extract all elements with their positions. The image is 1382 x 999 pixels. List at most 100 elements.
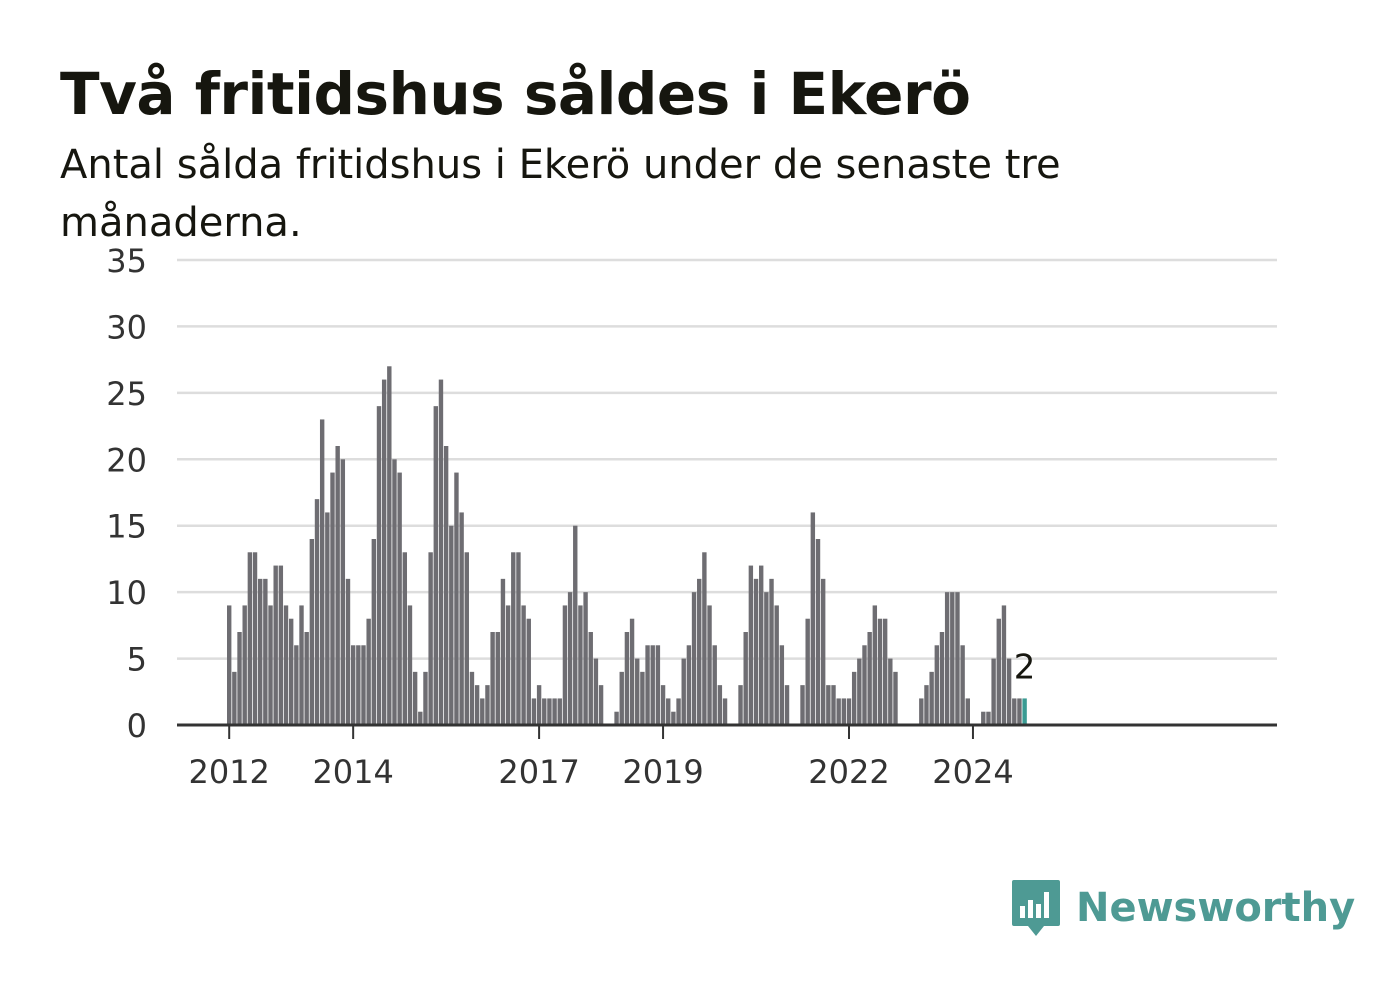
- bar: [459, 512, 464, 725]
- bar: [521, 605, 526, 725]
- bar: [862, 645, 867, 725]
- bar: [588, 632, 593, 725]
- bar: [490, 632, 495, 725]
- bar: [857, 658, 862, 725]
- bar: [645, 645, 650, 725]
- x-tick-label: 2022: [808, 753, 889, 791]
- y-tick-label: 25: [106, 375, 147, 413]
- bar: [578, 605, 583, 725]
- bar: [402, 552, 408, 725]
- bar: [278, 565, 284, 725]
- bar: [738, 685, 743, 725]
- bar: [851, 671, 857, 725]
- bar: [449, 525, 454, 725]
- bar: [774, 605, 779, 725]
- bar: [635, 658, 640, 725]
- bar: [758, 565, 764, 725]
- bar: [872, 605, 878, 725]
- bar: [283, 605, 289, 725]
- bar: [846, 698, 852, 725]
- bar: [371, 539, 377, 725]
- bar: [955, 592, 960, 725]
- bar: [800, 685, 805, 725]
- y-tick-label: 5: [127, 641, 147, 679]
- bar: [314, 499, 320, 725]
- bar: [867, 632, 872, 725]
- bar: [1001, 605, 1007, 725]
- bar: [836, 698, 841, 725]
- bar: [598, 685, 604, 725]
- bar: [671, 711, 676, 725]
- bar: [288, 618, 294, 725]
- bar: [443, 446, 449, 725]
- bar: [666, 698, 671, 725]
- bar: [991, 658, 996, 725]
- y-tick-label: 15: [106, 508, 147, 546]
- bar: [629, 618, 635, 725]
- bar: [237, 632, 242, 725]
- bar: [1006, 658, 1012, 725]
- bar: [438, 379, 444, 725]
- bar: [562, 605, 568, 725]
- bar: [722, 698, 728, 725]
- bar: [526, 618, 531, 725]
- x-tick-label: 2019: [622, 753, 703, 791]
- bar: [960, 645, 965, 725]
- bar: [547, 698, 552, 725]
- bar: [516, 552, 521, 725]
- bar: [893, 671, 898, 725]
- bar: [944, 592, 950, 725]
- bar: [660, 685, 666, 725]
- bar: [614, 711, 619, 725]
- bar: [764, 592, 769, 725]
- brand-name: Newsworthy: [1076, 885, 1356, 931]
- bar: [934, 645, 940, 725]
- bar: [304, 632, 309, 725]
- bar: [769, 578, 774, 725]
- bar: [433, 406, 438, 725]
- y-tick-label: 20: [106, 441, 147, 479]
- bar: [257, 578, 263, 725]
- bar: [748, 565, 754, 725]
- bar: [877, 618, 883, 725]
- bar: [268, 605, 273, 725]
- bar: [412, 671, 418, 725]
- chart-subtitle: Antal sålda fritidshus i Ekerö under de …: [60, 142, 1061, 246]
- bar: [381, 379, 387, 725]
- bar: [567, 592, 573, 725]
- bar: [717, 685, 723, 725]
- brand-logo: Newsworthy: [1010, 878, 1355, 938]
- bar: [366, 618, 371, 725]
- bar: [1012, 698, 1017, 725]
- bar: [418, 711, 423, 725]
- bar: [247, 552, 253, 725]
- bar: [263, 578, 268, 725]
- bar: [480, 698, 485, 725]
- bar: [356, 645, 361, 725]
- bar: [924, 685, 929, 725]
- bar: [505, 605, 511, 725]
- bar: [702, 552, 707, 725]
- bar: [242, 605, 247, 725]
- chart-speech-bubble-icon: [1012, 880, 1060, 936]
- bar: [810, 512, 816, 725]
- x-tick-label: 2014: [312, 753, 393, 791]
- bar: [650, 645, 655, 725]
- y-tick-label: 35: [106, 242, 147, 280]
- bar: [511, 552, 516, 725]
- bar: [227, 605, 232, 725]
- y-tick-label: 0: [127, 707, 147, 745]
- bar: [624, 632, 630, 725]
- bar: [888, 658, 893, 725]
- bar: [299, 605, 304, 725]
- bar: [919, 698, 924, 725]
- bar: [965, 698, 970, 725]
- bar: [495, 632, 500, 725]
- bar: [273, 565, 278, 725]
- bar: [474, 685, 480, 725]
- bar: [252, 552, 258, 725]
- bar: [815, 539, 821, 725]
- bar: [826, 685, 831, 725]
- bar: [655, 645, 661, 725]
